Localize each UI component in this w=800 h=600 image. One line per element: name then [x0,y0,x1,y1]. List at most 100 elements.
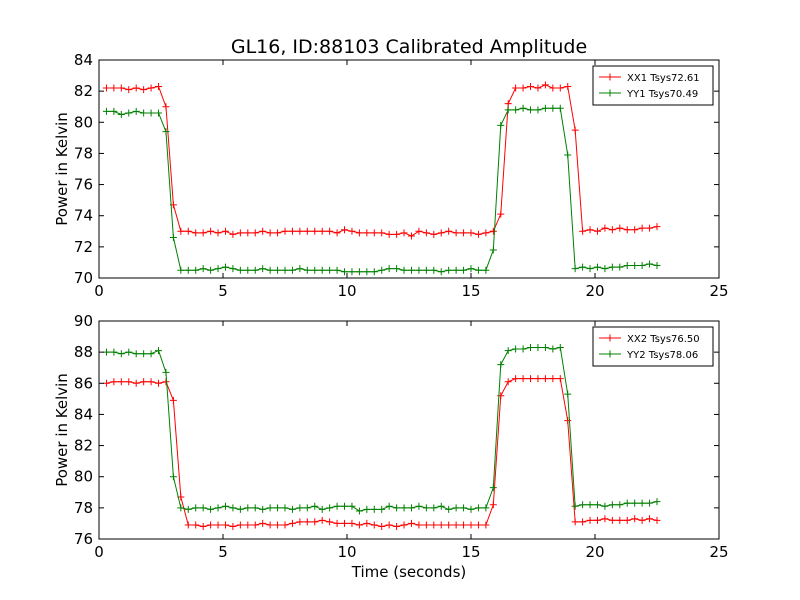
data-point [102,379,110,387]
data-point [214,229,222,237]
data-point [646,515,654,523]
data-point [482,521,490,529]
data-point [326,266,334,274]
data-point [140,86,148,94]
data-point [422,229,430,237]
data-point [296,265,304,273]
y-tick-label: 78 [74,499,93,517]
data-point [460,266,468,274]
data-point [110,84,118,92]
data-point [646,260,654,268]
data-point [400,229,408,237]
data-point [132,84,140,92]
data-point [430,230,438,238]
data-point [638,262,646,270]
x-tick-label: 0 [94,543,104,561]
y-tick-label: 82 [74,82,93,100]
data-point [623,499,631,507]
legend-box [592,65,714,106]
data-point [102,107,110,115]
data-point [363,519,371,527]
x-tick-label: 15 [461,282,480,300]
data-point [288,266,296,274]
data-point [504,378,512,386]
data-point [155,379,163,387]
data-point [266,229,274,237]
data-point [579,227,587,235]
data-point [474,521,482,529]
data-point [355,521,363,529]
data-point [601,515,609,523]
data-point [586,516,594,524]
data-point [155,347,163,355]
data-point [378,505,386,513]
data-point [147,109,155,117]
data-point [445,266,453,274]
data-point [460,229,468,237]
data-point [623,516,631,524]
data-point [370,505,378,513]
data-point [326,504,334,512]
data-point [110,107,118,115]
data-point [653,223,661,231]
data-point [132,350,140,358]
axes-frame [98,320,720,540]
data-point [415,502,423,510]
data-point [638,224,646,232]
data-point [452,229,460,237]
data-point [541,104,549,112]
data-point [519,375,527,383]
data-point [326,518,334,526]
data-point [467,521,475,529]
data-point [132,107,140,115]
data-point [549,345,557,353]
data-point [445,521,453,529]
data-point [519,84,527,92]
data-point [140,109,148,117]
data-point [549,375,557,383]
data-point [549,104,557,112]
data-point [586,501,594,509]
x-tick-label: 15 [461,543,480,561]
data-point [281,266,289,274]
data-point [348,227,356,235]
data-point [437,521,445,529]
data-point [199,229,207,237]
data-point [593,263,601,271]
legend-marker-1 [606,73,614,81]
data-point [527,375,535,383]
data-point [489,501,497,509]
data-point [400,521,408,529]
data-point [117,111,125,118]
y-axis-label: Power in Kelvin [53,373,71,487]
data-point [593,516,601,524]
data-point [370,521,378,529]
data-point [251,229,259,237]
data-point [407,504,415,512]
data-point [341,226,349,234]
data-point [162,128,170,136]
data-point [311,518,319,526]
data-point [184,505,192,513]
data-point [504,347,512,355]
data-point [303,227,311,235]
data-point [608,226,616,234]
data-point [489,484,497,492]
data-point [512,106,520,114]
data-point [221,502,229,510]
data-point [125,348,133,356]
y-tick-label: 74 [74,207,93,225]
data-point [259,519,267,527]
data-point [370,229,378,237]
data-point [489,246,497,254]
data-point [482,229,490,237]
series-group [102,81,661,276]
data-point [556,343,564,351]
data-point [385,230,393,238]
data-point [117,350,125,358]
data-point [564,82,572,90]
data-point [623,262,631,270]
series-group [102,343,661,531]
data-point [125,86,133,94]
data-point [623,226,631,234]
